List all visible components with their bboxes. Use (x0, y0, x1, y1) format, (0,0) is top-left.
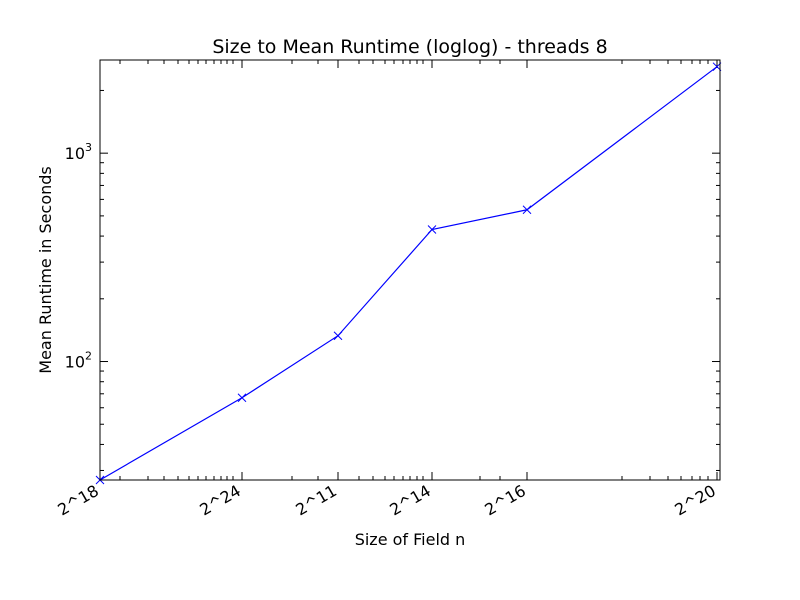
marker-stroke (237, 393, 247, 403)
series-layer (95, 62, 722, 485)
chart-title: Size to Mean Runtime (loglog) - threads … (212, 36, 607, 58)
data-point-marker (427, 225, 437, 234)
plot-frame (99, 59, 721, 481)
data-point-marker (333, 331, 343, 341)
y-tick-label-base: 10 (65, 144, 85, 163)
marker-stroke (333, 331, 343, 341)
y-axis-label: Mean Runtime in Seconds (36, 166, 55, 373)
y-tick-label-base: 10 (65, 353, 85, 372)
series-line (99, 66, 718, 481)
data-point-marker (522, 205, 532, 215)
data-point-marker (237, 393, 247, 403)
y-tick-label-exponent: 2 (85, 350, 92, 363)
y-tick-label: 102 (65, 350, 92, 372)
x-axis-label: Size of Field n (355, 530, 466, 549)
y-tick-label: 103 (65, 141, 92, 163)
marker-stroke (427, 225, 437, 234)
axis-ticks (99, 60, 720, 480)
marker-stroke (522, 205, 532, 215)
y-tick-label-exponent: 3 (85, 141, 92, 154)
